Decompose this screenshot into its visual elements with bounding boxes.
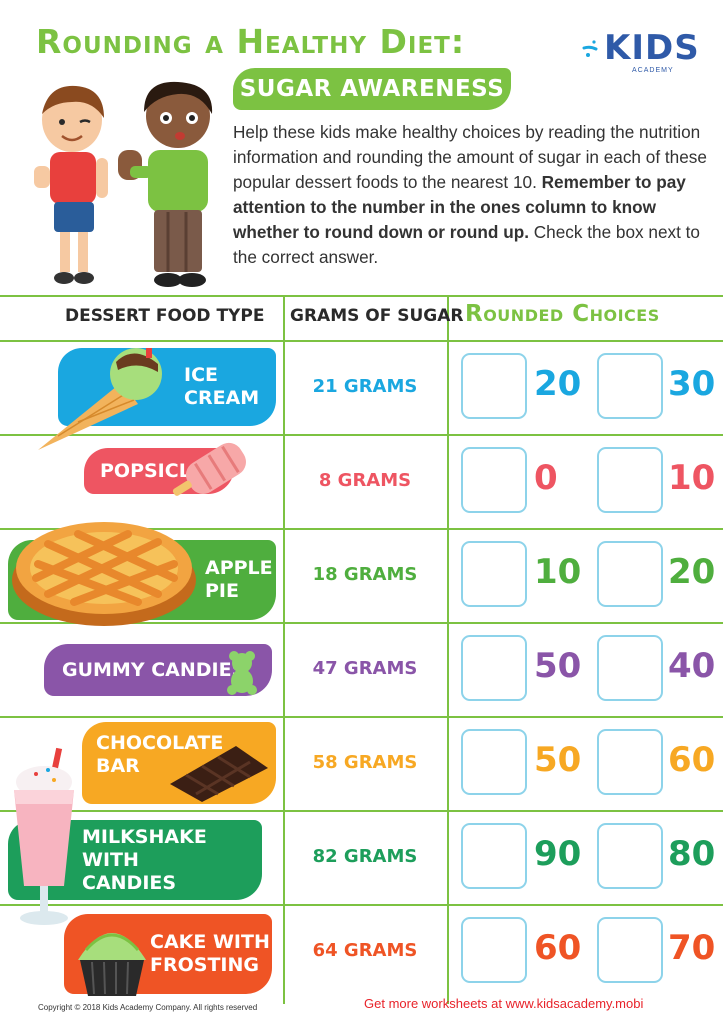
food-label: CHOCOLATE BAR bbox=[96, 732, 224, 777]
choice-checkbox[interactable] bbox=[597, 917, 663, 983]
row-divider bbox=[0, 716, 723, 718]
sugar-grams: 58 GRAMS bbox=[312, 752, 418, 773]
header-rounded-choices: Rounded Choices bbox=[465, 301, 660, 327]
choice-checkbox[interactable] bbox=[461, 729, 527, 795]
kids-illustration bbox=[34, 81, 213, 287]
choice-value: 60 bbox=[668, 740, 716, 780]
sugar-grams: 18 GRAMS bbox=[312, 564, 418, 585]
ice-cream-icon bbox=[38, 348, 162, 450]
worksheets-link[interactable]: Get more worksheets at www.kidsacademy.m… bbox=[364, 996, 644, 1011]
logo-text: KIDS bbox=[604, 28, 700, 68]
instructions-bold: Remember to pay attention to the number … bbox=[233, 172, 686, 242]
instructions-end: Check the box next to the correct answer… bbox=[233, 222, 700, 267]
food-label: MILKSHAKE WITH CANDIES bbox=[82, 825, 207, 894]
table-top-border bbox=[0, 295, 723, 297]
popsicle-icon bbox=[172, 442, 246, 496]
choice-checkbox[interactable] bbox=[597, 447, 663, 513]
choice-checkbox[interactable] bbox=[597, 729, 663, 795]
row-divider bbox=[0, 622, 723, 624]
sugar-grams: 64 GRAMS bbox=[312, 940, 418, 961]
choice-checkbox[interactable] bbox=[461, 353, 527, 419]
choice-value: 90 bbox=[534, 834, 582, 874]
choice-checkbox[interactable] bbox=[597, 635, 663, 701]
sugar-grams: 82 GRAMS bbox=[312, 846, 418, 867]
table-row: CHOCOLATE BAR 58 GRAMS 50 60 bbox=[0, 718, 723, 812]
choice-value: 70 bbox=[668, 928, 716, 968]
choice-checkbox[interactable] bbox=[461, 917, 527, 983]
page-subtitle: SUGAR AWARENESS bbox=[233, 68, 511, 110]
sugar-grams: 47 GRAMS bbox=[312, 658, 418, 679]
choice-checkbox[interactable] bbox=[461, 447, 527, 513]
choice-checkbox[interactable] bbox=[597, 823, 663, 889]
choice-checkbox[interactable] bbox=[461, 823, 527, 889]
header-food-type: DESSERT FOOD TYPE bbox=[65, 306, 265, 326]
table-row: ICE CREAM 21 GRAMS 20 30 bbox=[0, 342, 723, 450]
food-label: CAKE WITH FROSTING bbox=[150, 931, 270, 976]
choice-value: 20 bbox=[668, 552, 716, 592]
choice-checkbox[interactable] bbox=[461, 635, 527, 701]
page-title: Rounding a Healthy Diet: bbox=[36, 22, 466, 61]
choice-value: 60 bbox=[534, 928, 582, 968]
choice-value: 20 bbox=[534, 364, 582, 404]
apple-pie-icon bbox=[12, 522, 196, 626]
sugar-grams: 8 GRAMS bbox=[318, 470, 412, 491]
choice-value: 30 bbox=[668, 364, 716, 404]
kids-academy-logo[interactable]: KIDS ACADEMY bbox=[582, 28, 702, 80]
choice-checkbox[interactable] bbox=[597, 353, 663, 419]
boy-stop-hand bbox=[118, 81, 213, 287]
header-grams: GRAMS OF SUGAR bbox=[290, 306, 464, 326]
table-row: CAKE WITH FROSTING 64 GRAMS 60 70 bbox=[0, 906, 723, 1000]
row-divider bbox=[0, 340, 723, 342]
boy-thumbs-up bbox=[34, 85, 108, 284]
choice-value: 50 bbox=[534, 646, 582, 686]
food-label: ICE CREAM bbox=[184, 364, 260, 409]
table-divider-2 bbox=[447, 297, 449, 1004]
row-divider bbox=[0, 528, 723, 530]
table-divider-1 bbox=[283, 297, 285, 1004]
logo-subtext: ACADEMY bbox=[632, 67, 674, 74]
choice-checkbox[interactable] bbox=[461, 541, 527, 607]
instructions-plain: Help these kids make healthy choices by … bbox=[233, 122, 707, 192]
table-row: GUMMY CANDIES 47 GRAMS 50 40 bbox=[0, 624, 723, 718]
food-label: APPLE PIE bbox=[205, 557, 273, 602]
chocolate-bar-icon bbox=[170, 746, 268, 802]
row-divider bbox=[0, 810, 723, 812]
table-row: APPLE PIE 18 GRAMS 10 20 bbox=[0, 522, 723, 626]
choice-value: 40 bbox=[668, 646, 716, 686]
row-divider bbox=[0, 434, 723, 436]
table-row: POPSICLE 8 GRAMS 0 10 bbox=[0, 436, 723, 530]
cupcake-icon bbox=[78, 933, 146, 996]
choice-value: 10 bbox=[534, 552, 582, 592]
milkshake-icon bbox=[14, 747, 74, 925]
choice-value: 10 bbox=[668, 458, 716, 498]
choice-value: 50 bbox=[534, 740, 582, 780]
food-label: GUMMY CANDIES bbox=[62, 658, 246, 681]
choice-checkbox[interactable] bbox=[597, 541, 663, 607]
instructions-text: Help these kids make healthy choices by … bbox=[233, 120, 717, 270]
row-divider bbox=[0, 904, 723, 906]
choice-value: 80 bbox=[668, 834, 716, 874]
splash-icon bbox=[582, 40, 598, 57]
table-row: MILKSHAKE WITH CANDIES 82 GRAMS 90 80 bbox=[0, 812, 723, 906]
food-label: POPSICLE bbox=[100, 459, 204, 482]
copyright-text: Copyright © 2018 Kids Academy Company. A… bbox=[38, 1003, 258, 1012]
gummy-bear-icon bbox=[227, 651, 257, 695]
sugar-grams: 21 GRAMS bbox=[312, 376, 418, 397]
choice-value: 0 bbox=[534, 458, 558, 498]
food-label-pill: CHOCOLATE BAR bbox=[82, 722, 276, 804]
